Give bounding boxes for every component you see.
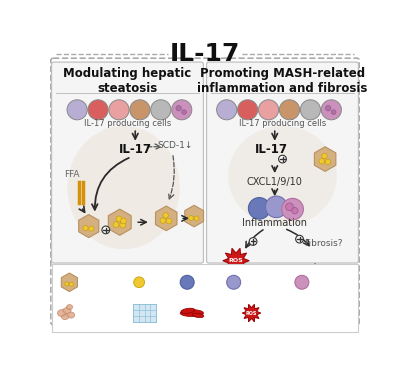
Circle shape xyxy=(238,100,258,120)
Ellipse shape xyxy=(62,315,68,320)
Text: Neutrophil: Neutrophil xyxy=(310,278,351,287)
Circle shape xyxy=(116,216,122,222)
Ellipse shape xyxy=(238,279,252,289)
Text: IL-17 producing cells: IL-17 producing cells xyxy=(84,119,171,128)
Text: IL-17 producing cells: IL-17 producing cells xyxy=(239,119,326,128)
Circle shape xyxy=(325,159,330,165)
Text: FFA: FFA xyxy=(64,170,80,179)
Ellipse shape xyxy=(311,275,328,282)
Circle shape xyxy=(67,100,87,120)
Ellipse shape xyxy=(66,305,72,309)
Circle shape xyxy=(279,155,286,163)
Ellipse shape xyxy=(68,312,75,318)
Circle shape xyxy=(319,159,324,164)
Circle shape xyxy=(282,199,304,220)
Circle shape xyxy=(172,100,192,120)
Polygon shape xyxy=(314,147,336,171)
Circle shape xyxy=(109,100,129,120)
Text: Oxidative stress: Oxidative stress xyxy=(264,309,326,318)
Circle shape xyxy=(300,100,320,120)
Text: Th17: Th17 xyxy=(196,278,215,287)
Circle shape xyxy=(326,106,331,111)
Circle shape xyxy=(102,226,110,234)
Circle shape xyxy=(258,100,279,120)
FancyBboxPatch shape xyxy=(52,264,358,332)
Ellipse shape xyxy=(68,126,180,249)
Circle shape xyxy=(194,216,199,221)
Ellipse shape xyxy=(244,286,255,294)
Text: SCD-1↓: SCD-1↓ xyxy=(158,141,193,150)
Circle shape xyxy=(322,153,327,159)
Circle shape xyxy=(286,203,293,211)
Circle shape xyxy=(120,222,126,228)
Ellipse shape xyxy=(181,308,195,313)
Circle shape xyxy=(130,100,150,120)
Circle shape xyxy=(180,275,194,289)
Polygon shape xyxy=(185,205,204,227)
Text: IL-17: IL-17 xyxy=(119,143,152,156)
Circle shape xyxy=(292,208,298,214)
Text: Fibrosis?: Fibrosis? xyxy=(304,239,343,248)
Text: Steatotic
hepatocyte: Steatotic hepatocyte xyxy=(93,273,136,292)
Circle shape xyxy=(248,197,270,219)
Circle shape xyxy=(151,100,171,120)
Text: HSC: HSC xyxy=(206,309,222,318)
Circle shape xyxy=(89,226,94,231)
Circle shape xyxy=(88,100,108,120)
Polygon shape xyxy=(61,273,78,291)
Text: ECM: ECM xyxy=(160,309,177,318)
Ellipse shape xyxy=(63,308,71,314)
Circle shape xyxy=(296,235,304,243)
Circle shape xyxy=(321,100,341,120)
Polygon shape xyxy=(156,206,177,231)
Circle shape xyxy=(266,196,287,218)
Circle shape xyxy=(176,106,181,111)
Ellipse shape xyxy=(180,309,204,317)
Ellipse shape xyxy=(296,271,331,281)
Text: Macrophage: Macrophage xyxy=(244,278,291,287)
Circle shape xyxy=(113,222,119,227)
Ellipse shape xyxy=(299,270,320,277)
FancyBboxPatch shape xyxy=(52,62,204,263)
Text: ROS: ROS xyxy=(246,311,257,315)
FancyBboxPatch shape xyxy=(206,62,358,263)
Circle shape xyxy=(120,218,126,224)
Text: IL-17: IL-17 xyxy=(254,143,287,156)
Text: Modulating hepatic
steatosis: Modulating hepatic steatosis xyxy=(63,67,192,94)
Circle shape xyxy=(182,110,186,114)
Ellipse shape xyxy=(252,271,262,279)
Polygon shape xyxy=(242,304,261,322)
Text: ROS: ROS xyxy=(229,258,243,263)
Text: CXCL1/9/10: CXCL1/9/10 xyxy=(247,177,303,187)
Circle shape xyxy=(134,277,144,288)
Circle shape xyxy=(295,275,309,289)
Circle shape xyxy=(163,212,168,218)
Ellipse shape xyxy=(247,275,259,285)
Circle shape xyxy=(65,282,69,286)
FancyBboxPatch shape xyxy=(133,304,156,322)
Text: Lipid
droplet: Lipid droplet xyxy=(146,273,174,292)
Ellipse shape xyxy=(58,309,66,317)
Circle shape xyxy=(217,100,237,120)
Circle shape xyxy=(331,110,336,114)
Polygon shape xyxy=(223,248,249,273)
Polygon shape xyxy=(79,215,99,238)
Ellipse shape xyxy=(192,313,204,318)
Ellipse shape xyxy=(254,282,265,291)
Text: Hepatocyte
death: Hepatocyte death xyxy=(87,303,131,323)
FancyBboxPatch shape xyxy=(294,265,339,296)
Circle shape xyxy=(166,218,172,224)
Ellipse shape xyxy=(228,126,337,226)
Circle shape xyxy=(249,238,257,245)
Circle shape xyxy=(227,275,241,289)
Text: Inflammation: Inflammation xyxy=(242,218,307,228)
Circle shape xyxy=(189,215,194,220)
Polygon shape xyxy=(108,209,131,235)
Circle shape xyxy=(69,282,74,287)
Circle shape xyxy=(83,226,88,231)
Circle shape xyxy=(160,218,166,223)
Text: IL-17: IL-17 xyxy=(170,42,240,66)
Text: Promoting MASH-related
inflammation and fibrosis: Promoting MASH-related inflammation and … xyxy=(197,67,368,94)
Circle shape xyxy=(280,100,300,120)
